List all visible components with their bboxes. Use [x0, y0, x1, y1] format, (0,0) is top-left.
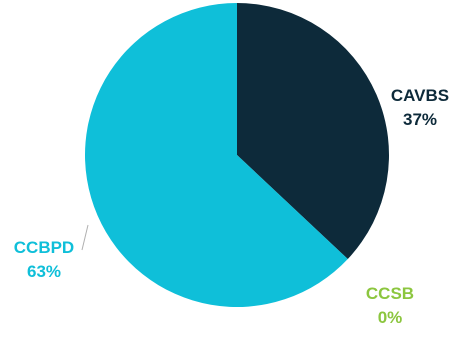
- slice-percent-ccbpd: 63%: [26, 262, 62, 281]
- slice-name-ccbpd: CCBPD: [13, 238, 75, 257]
- slice-label-ccsb: CCSB 0%: [352, 282, 428, 330]
- slice-percent-cavbs: 37%: [402, 110, 438, 129]
- leader-line-ccbpd: [81, 224, 89, 251]
- slice-label-ccbpd: CCBPD 63%: [4, 236, 84, 284]
- slice-name-ccsb: CCSB: [365, 284, 415, 303]
- pie-slice-ccbpd: [84, 3, 348, 307]
- slice-name-cavbs: CAVBS: [390, 86, 450, 105]
- pie-slice-cavbs: [237, 3, 389, 260]
- slice-label-cavbs: CAVBS 37%: [382, 84, 458, 132]
- slice-percent-ccsb: 0%: [377, 308, 403, 327]
